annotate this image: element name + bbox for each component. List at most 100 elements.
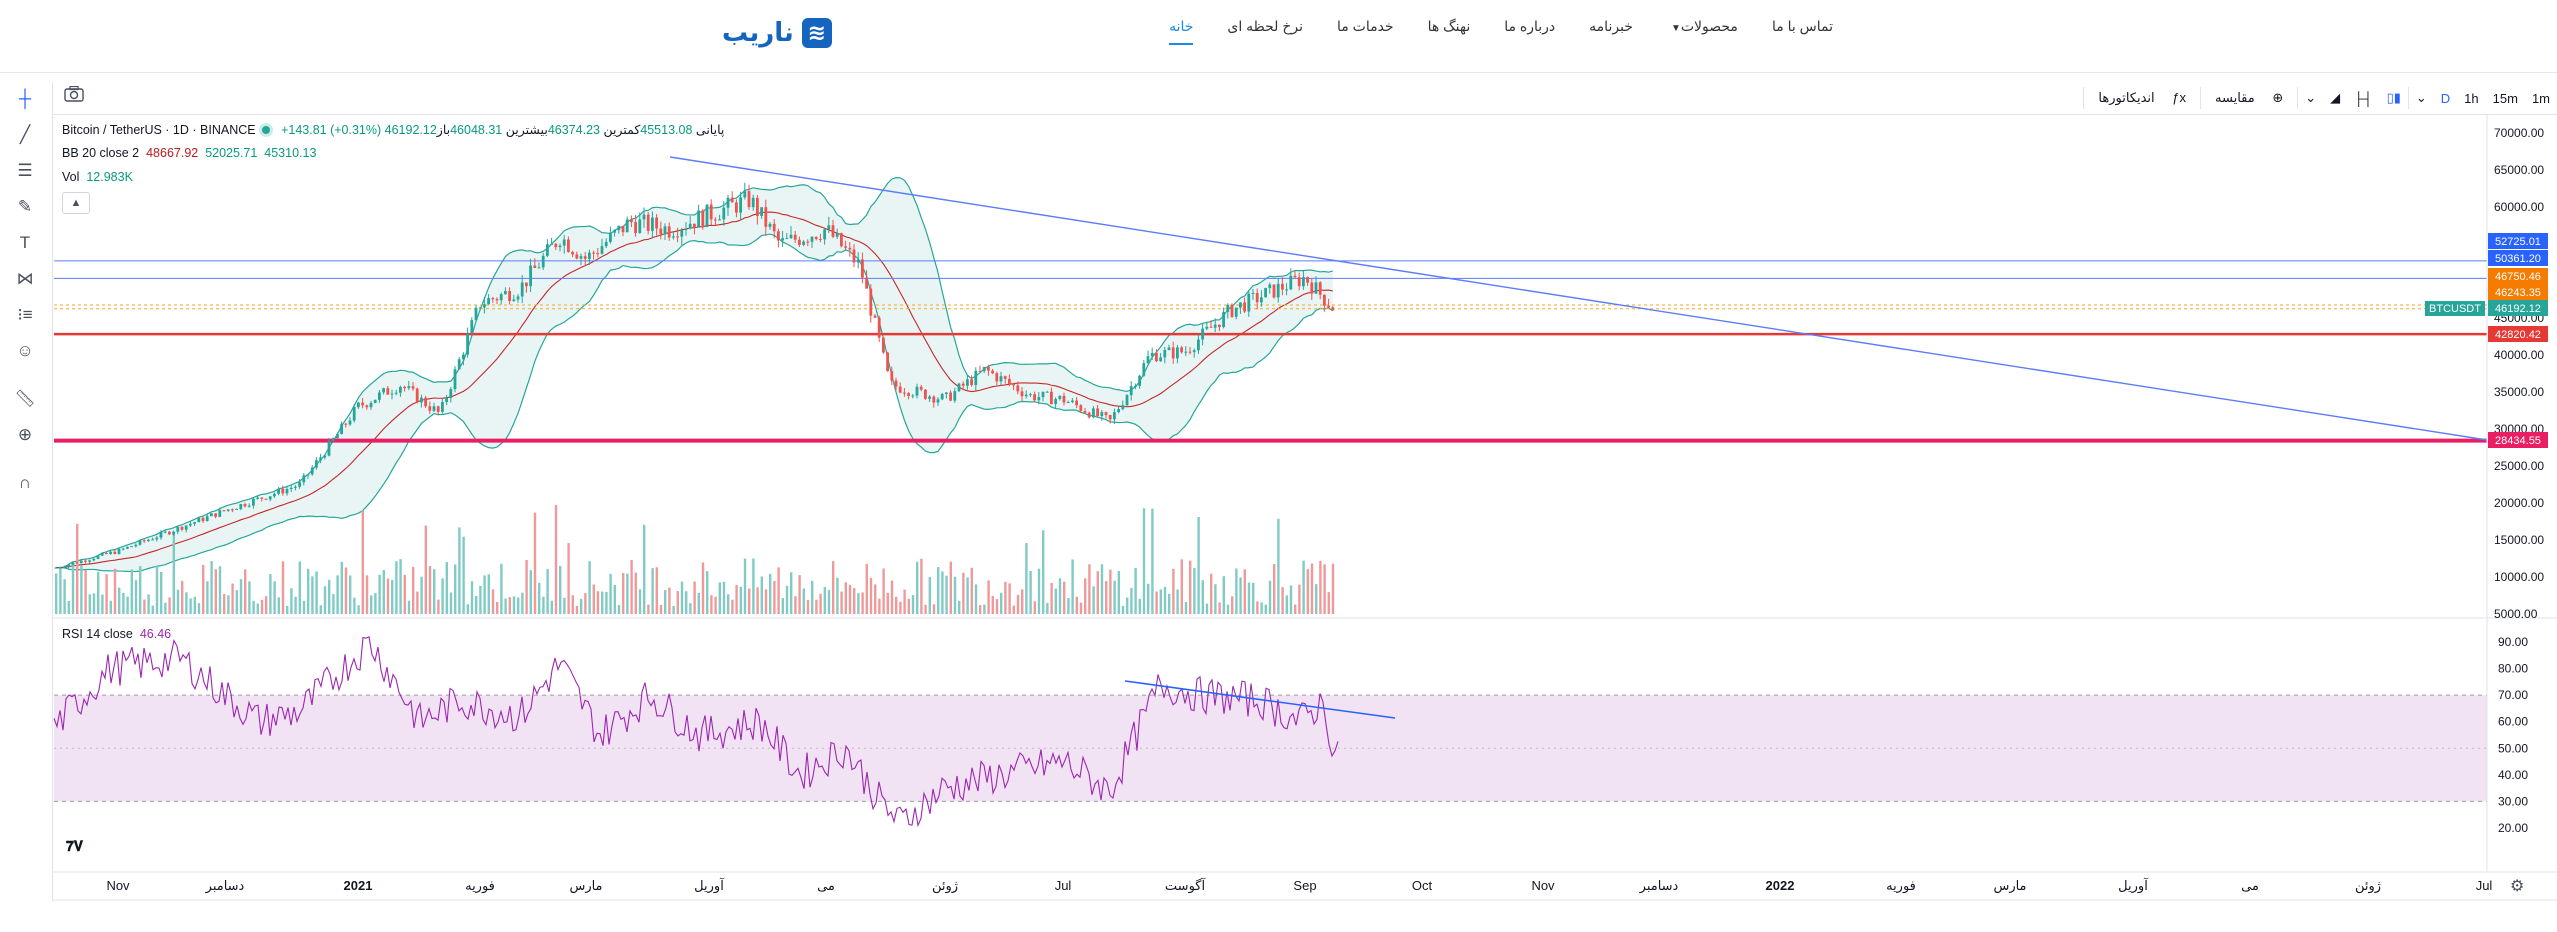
volume-bar bbox=[487, 574, 490, 614]
volume-bar bbox=[689, 603, 692, 614]
legend-open-label: باز bbox=[436, 123, 451, 137]
interval-15m[interactable]: 15m bbox=[2492, 90, 2518, 106]
chart-topbar: 1m 15m 1h D ⌄ ▮▯ ┤├ ◢ ⌄ ⊕ مقایسه ƒx اندی… bbox=[52, 82, 2557, 115]
magnet-icon[interactable]: ∩ bbox=[18, 473, 32, 492]
candle-body bbox=[399, 386, 402, 393]
nav-products[interactable]: محصولات▼ bbox=[1667, 18, 1738, 45]
volume-bar bbox=[953, 576, 957, 614]
volume-bar bbox=[861, 592, 864, 614]
volume-bar bbox=[378, 574, 381, 614]
fib-icon[interactable]: ☰ bbox=[17, 161, 33, 180]
candle-body bbox=[382, 388, 385, 393]
volume-bar bbox=[840, 591, 843, 614]
candle-body bbox=[856, 259, 860, 263]
volume-bar bbox=[622, 573, 625, 614]
volume-bar bbox=[370, 595, 373, 614]
indicators-button[interactable]: ƒx اندیکاتورها bbox=[2084, 90, 2200, 106]
volume-bar bbox=[983, 604, 986, 614]
compare-button[interactable]: ⊕ مقایسه bbox=[2201, 90, 2297, 106]
volume-bar bbox=[458, 527, 461, 614]
nav-whales[interactable]: نهنگ ها bbox=[1427, 18, 1471, 34]
nav-about[interactable]: درباره ما bbox=[1504, 18, 1556, 34]
ruler-icon[interactable]: 📏︎ bbox=[14, 389, 36, 408]
candle-body bbox=[550, 243, 553, 245]
text-icon[interactable]: T bbox=[19, 233, 31, 252]
vol-legend[interactable]: Vol 12.983K bbox=[62, 170, 133, 184]
volume-bar bbox=[714, 596, 717, 614]
candle-body bbox=[646, 214, 650, 231]
area-type-icon[interactable]: ◢ bbox=[2330, 90, 2341, 105]
nav-live-rates[interactable]: نرخ لحظه ای bbox=[1227, 18, 1303, 34]
candle-body bbox=[1331, 307, 1335, 311]
nav-home[interactable]: خانه bbox=[1169, 18, 1194, 45]
nav-newsletter[interactable]: خبرنامه bbox=[1589, 18, 1633, 34]
time-tick-label: 2022 bbox=[1766, 878, 1795, 893]
candle-body bbox=[840, 233, 843, 247]
volume-bar bbox=[731, 599, 734, 614]
volume-bar bbox=[1243, 569, 1246, 614]
volume-bar bbox=[55, 573, 58, 614]
symbol-title[interactable]: Bitcoin / TetherUS · 1D · BINANCE bbox=[62, 123, 256, 137]
candle-body bbox=[697, 210, 700, 228]
nav-services[interactable]: خدمات ما bbox=[1336, 18, 1394, 34]
candle-type-icon[interactable]: ▮▯ bbox=[2386, 90, 2401, 105]
bb-legend[interactable]: BB 20 close 2 48667.92 52025.71 45310.13 bbox=[62, 146, 316, 160]
candle-body bbox=[705, 204, 709, 228]
interval-1m[interactable]: 1m bbox=[2531, 90, 2550, 106]
candle-body bbox=[1306, 277, 1309, 283]
volume-bar bbox=[1067, 598, 1070, 614]
volume-bar bbox=[701, 562, 705, 614]
volume-bar bbox=[735, 584, 738, 614]
candle-body bbox=[428, 406, 432, 411]
crosshair-icon[interactable]: ┼ bbox=[18, 89, 32, 108]
volume-bar bbox=[420, 576, 423, 614]
forecast-icon[interactable]: ⁝≡ bbox=[17, 305, 33, 324]
interval-d[interactable]: D bbox=[2440, 90, 2451, 106]
site-logo[interactable]: ناریب ≋ bbox=[722, 16, 832, 50]
candle-body bbox=[940, 394, 944, 400]
volume-bar bbox=[416, 591, 419, 614]
tradingview-logo-icon[interactable]: 𝟕𝐕 bbox=[66, 838, 84, 854]
candle-body bbox=[642, 214, 646, 220]
volume-bar bbox=[475, 595, 478, 614]
candle-body bbox=[680, 229, 684, 237]
rsi-legend[interactable]: RSI 14 close 46.46 bbox=[62, 627, 171, 641]
emoji-icon[interactable]: ☺ bbox=[16, 341, 34, 360]
time-tick-label: Nov bbox=[106, 878, 130, 893]
volume-bar bbox=[319, 605, 322, 614]
price-tick-label: 5000.00 bbox=[2494, 607, 2538, 621]
divider bbox=[2083, 87, 2085, 109]
candle-body bbox=[1285, 289, 1288, 291]
interval-dropdown-icon[interactable]: ⌄ bbox=[2415, 90, 2427, 105]
candle-body bbox=[810, 236, 814, 242]
volume-bar bbox=[848, 584, 852, 614]
volume-bar bbox=[1268, 580, 1272, 614]
candle-body bbox=[306, 474, 310, 476]
interval-1h[interactable]: 1h bbox=[2464, 90, 2479, 106]
camera-icon[interactable] bbox=[60, 85, 88, 110]
candle-body bbox=[1276, 283, 1280, 298]
candle-body bbox=[247, 505, 251, 507]
candle-body bbox=[462, 354, 465, 360]
volume-bar bbox=[664, 590, 667, 614]
bar-type-icon[interactable]: ┤├ bbox=[2354, 90, 2373, 106]
bollinger-upper bbox=[55, 177, 1333, 569]
time-tick-label: Jul bbox=[2476, 878, 2493, 893]
candle-body bbox=[869, 288, 873, 316]
collapse-legend-button[interactable]: ▲ bbox=[62, 192, 90, 214]
candle-body bbox=[117, 548, 121, 554]
candle-body bbox=[789, 234, 793, 239]
price-label-box bbox=[2488, 300, 2548, 316]
trendline-icon[interactable]: ╱ bbox=[19, 125, 31, 144]
brush-icon[interactable]: ✎ bbox=[17, 197, 33, 216]
volume-bar bbox=[1037, 568, 1041, 614]
zoom-icon[interactable]: ⊕ bbox=[17, 425, 33, 444]
candle-body bbox=[331, 438, 335, 441]
pattern-icon[interactable]: ⋈ bbox=[16, 269, 34, 288]
chart-type-dropdown-icon[interactable]: ⌄ bbox=[2305, 90, 2317, 105]
gear-icon[interactable]: ⚙ bbox=[2510, 878, 2525, 895]
candle-body bbox=[298, 482, 301, 487]
nav-contact[interactable]: تماس با ما bbox=[1771, 18, 1833, 34]
candle-body bbox=[88, 560, 91, 562]
